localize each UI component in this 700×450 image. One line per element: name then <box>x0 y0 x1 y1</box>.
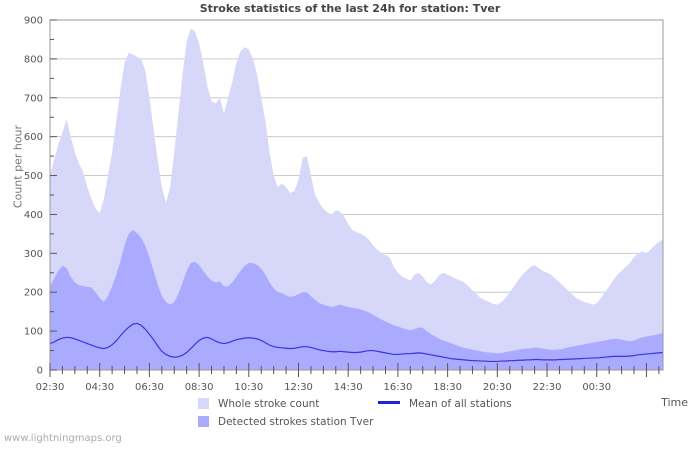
svg-text:06:30: 06:30 <box>135 382 164 393</box>
svg-text:00:30: 00:30 <box>582 382 611 393</box>
svg-text:22:30: 22:30 <box>533 382 562 393</box>
svg-text:16:30: 16:30 <box>384 382 413 393</box>
footer-url: www.lightningmaps.org <box>4 433 122 444</box>
svg-text:400: 400 <box>24 210 43 221</box>
legend-item-detected-strokes: Detected strokes station Tver <box>198 416 373 428</box>
chart-title: Stroke statistics of the last 24h for st… <box>199 2 501 15</box>
legend-swatch-whole-stroke-count <box>198 398 209 409</box>
svg-text:08:30: 08:30 <box>185 382 214 393</box>
svg-text:100: 100 <box>24 327 43 338</box>
svg-text:500: 500 <box>24 171 43 182</box>
svg-text:20:30: 20:30 <box>483 382 512 393</box>
legend-label-mean-of-all-stations: Mean of all stations <box>409 398 512 410</box>
legend-label-whole-stroke-count: Whole stroke count <box>218 398 320 410</box>
svg-text:200: 200 <box>24 288 43 299</box>
legend-swatch-detected-strokes <box>198 416 209 427</box>
svg-text:18:30: 18:30 <box>433 382 462 393</box>
svg-text:10:30: 10:30 <box>234 382 263 393</box>
svg-text:0: 0 <box>37 366 43 377</box>
svg-text:300: 300 <box>24 249 43 260</box>
svg-text:800: 800 <box>24 54 43 65</box>
svg-text:12:30: 12:30 <box>284 382 313 393</box>
svg-text:700: 700 <box>24 93 43 104</box>
svg-text:04:30: 04:30 <box>85 382 114 393</box>
svg-text:900: 900 <box>24 16 43 27</box>
svg-text:14:30: 14:30 <box>334 382 363 393</box>
svg-text:02:30: 02:30 <box>36 382 65 393</box>
chart-legend: Whole stroke count Detected strokes stat… <box>0 394 700 428</box>
legend-item-mean-of-all-stations: Mean of all stations <box>378 398 512 410</box>
legend-line-mean-of-all-stations <box>378 401 400 404</box>
legend-label-detected-strokes: Detected strokes station Tver <box>218 416 374 428</box>
legend-item-whole-stroke-count: Whole stroke count <box>198 398 319 410</box>
x-axis-label: Time <box>661 396 688 409</box>
svg-text:600: 600 <box>24 132 43 143</box>
